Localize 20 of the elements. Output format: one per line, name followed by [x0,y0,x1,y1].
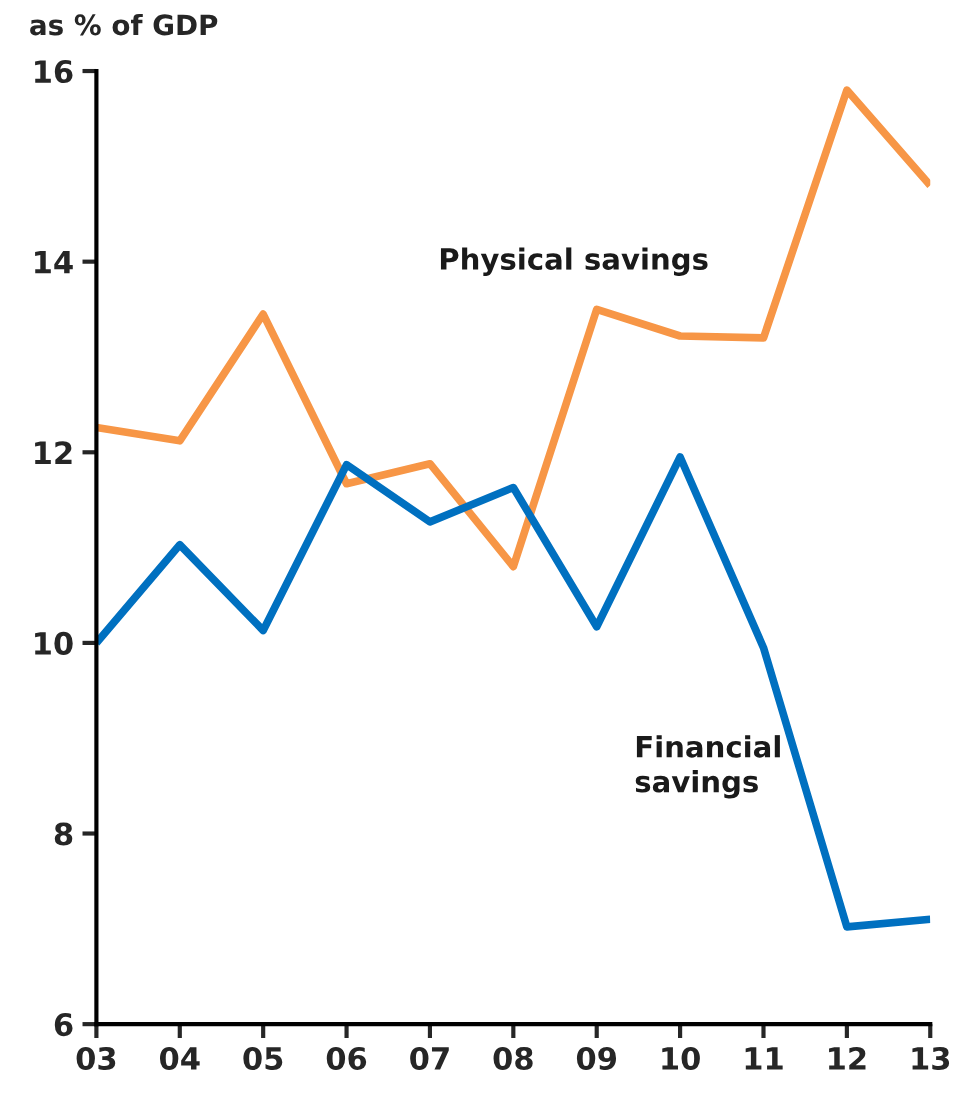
x-tick-label: 09 [576,1046,617,1071]
x-tick-label: 13 [912,1046,950,1071]
y-tick-label: 6 [54,1013,73,1037]
x-tick-label: 10 [662,1046,700,1071]
x-tick-label: 11 [745,1047,783,1070]
series-label: Physical savings [440,247,708,276]
x-tick-label: 05 [243,1046,283,1071]
y-tick-label: 8 [54,822,73,846]
x-tick-label: 04 [159,1046,200,1071]
y-tick-label: 14 [35,251,73,274]
y-tick-label: 12 [35,441,72,464]
x-tick-label: 08 [493,1046,533,1071]
x-tick-label: 12 [829,1046,866,1070]
x-tick-label: 03 [76,1046,116,1071]
y-tick-label: 16 [35,60,73,84]
y-tick-label: 10 [35,631,73,655]
series-label: Financial savings [635,735,780,799]
x-tick-label: 06 [326,1046,367,1071]
x-tick-label: 07 [410,1046,449,1071]
y-axis-title: as % of GDP [30,13,218,36]
